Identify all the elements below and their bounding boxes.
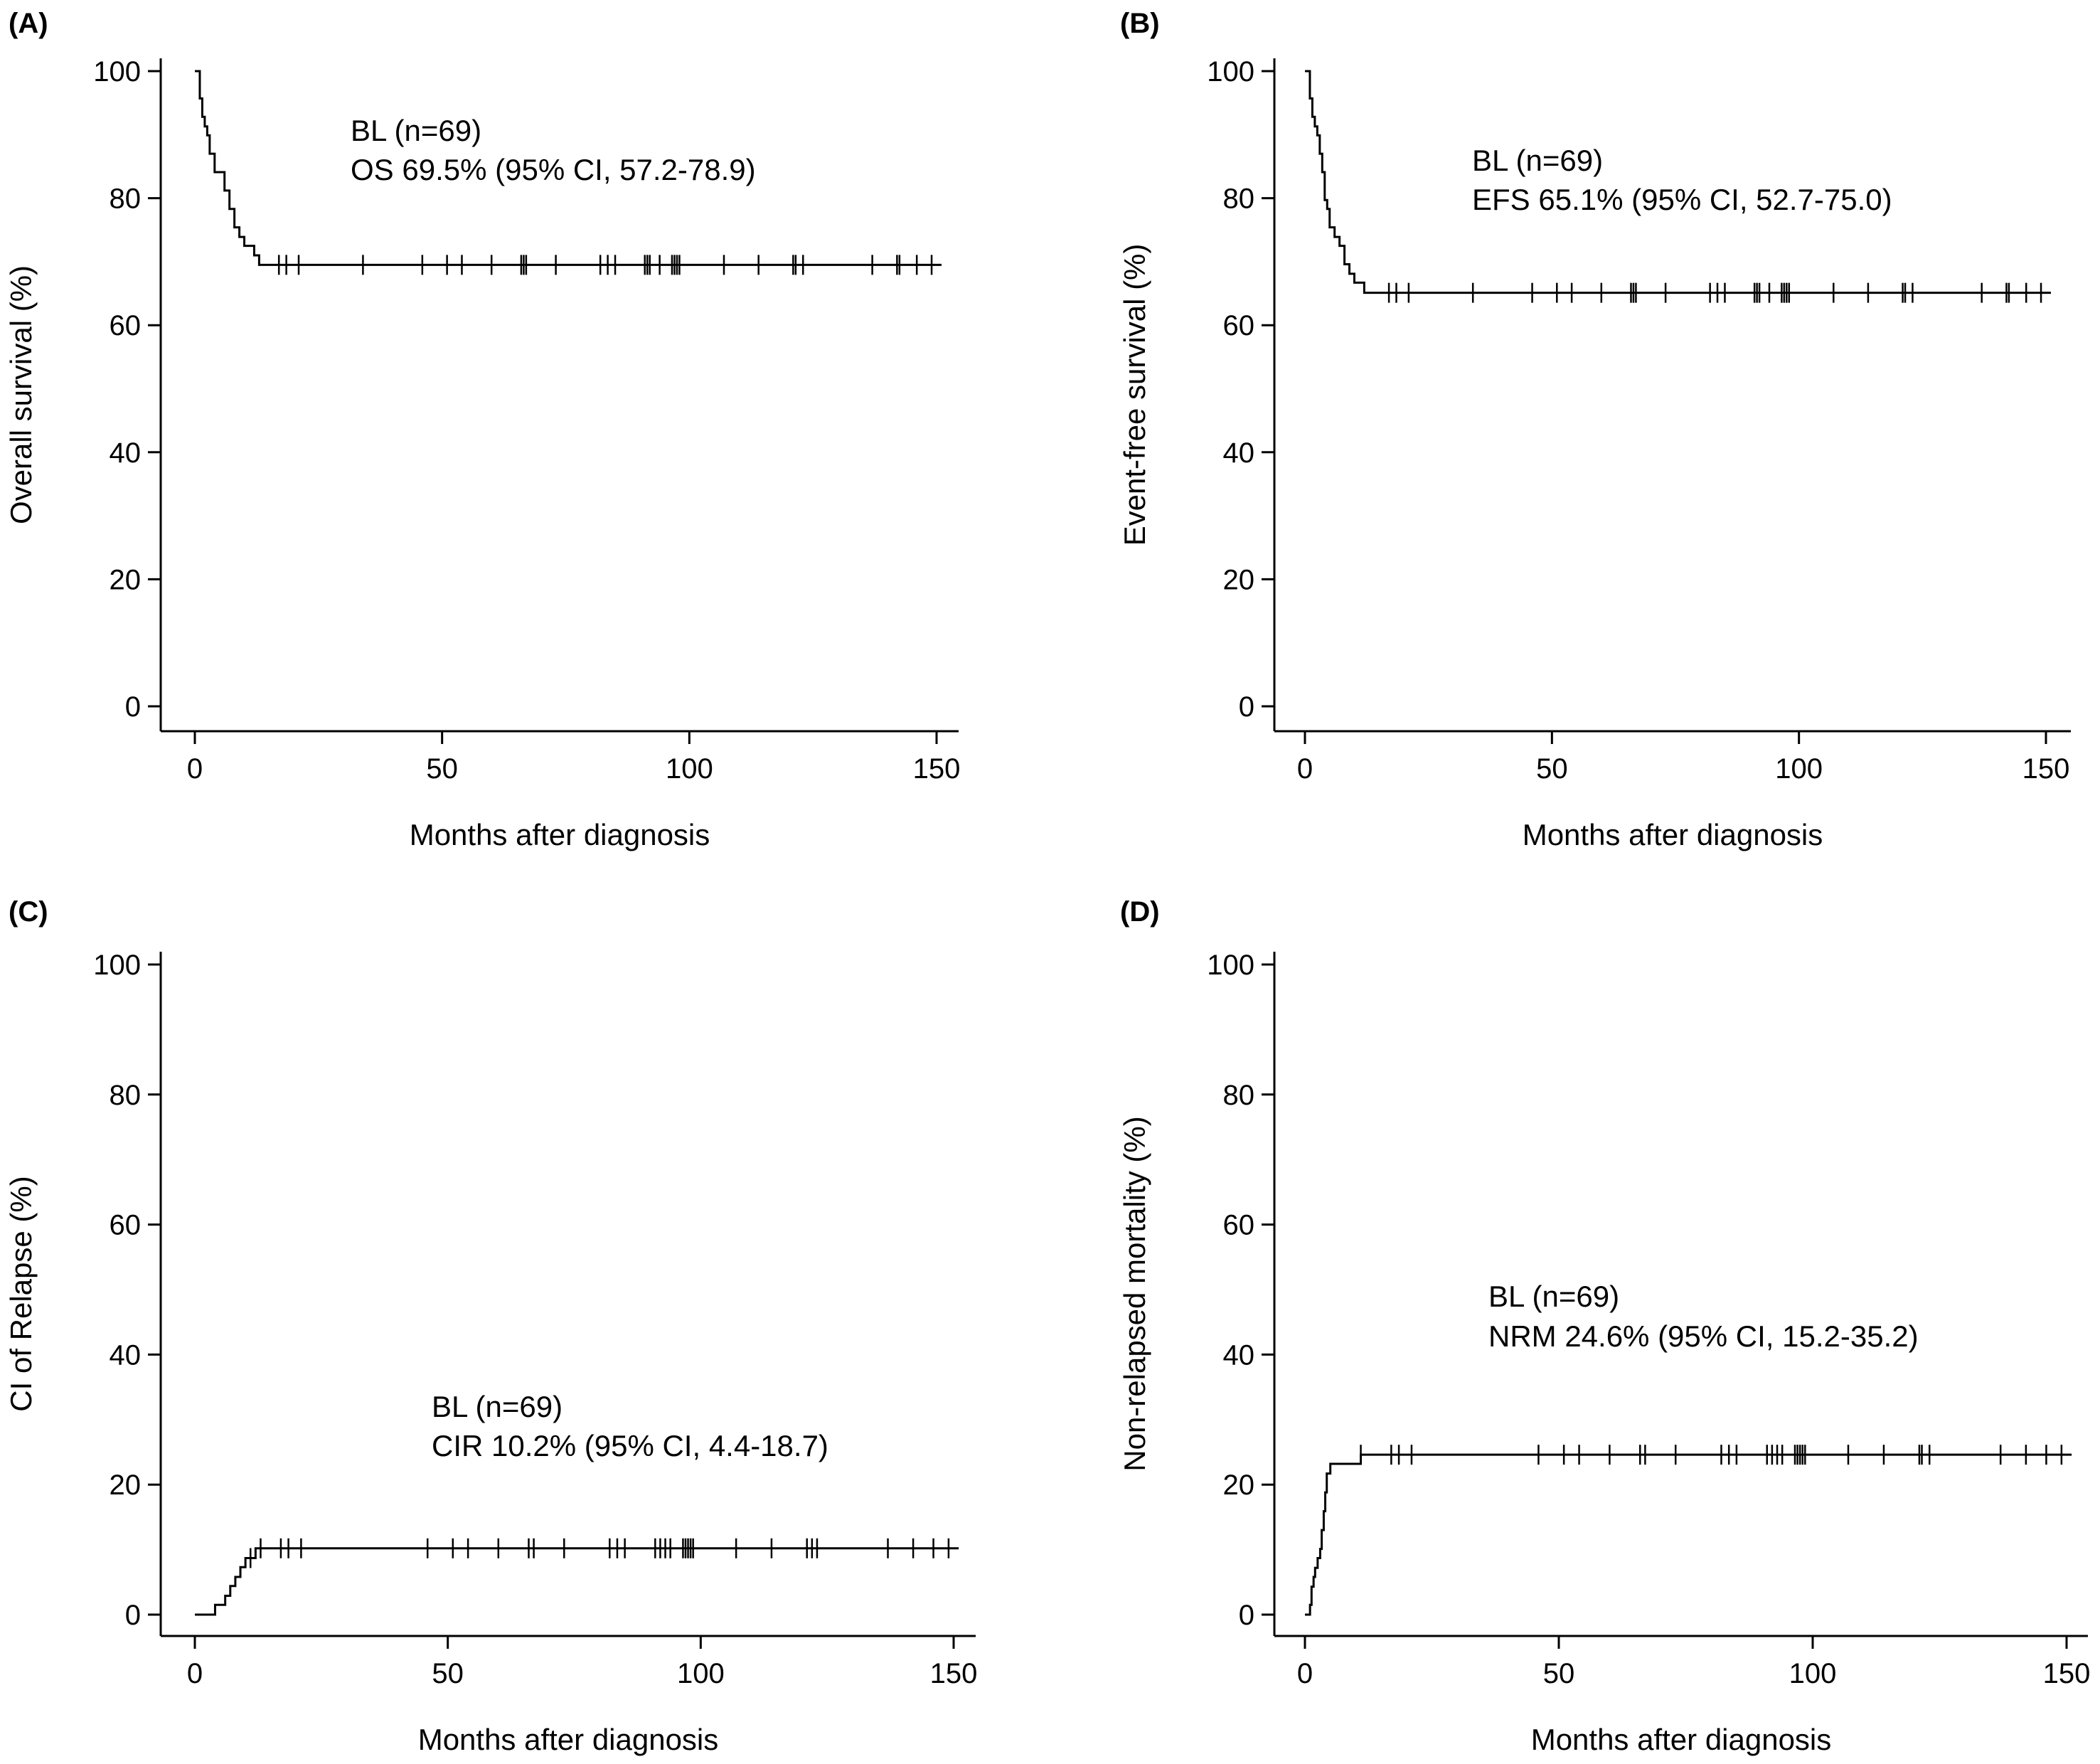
step-curve xyxy=(195,70,942,266)
panel-label: (D) xyxy=(1120,896,1160,928)
step-curve xyxy=(1305,70,2051,294)
y-tick-label: 60 xyxy=(110,310,142,341)
y-tick-label: 0 xyxy=(125,1600,141,1631)
annotation-estimate: EFS 65.1% (95% CI, 52.7-75.0) xyxy=(1472,183,1892,216)
y-tick-label: 20 xyxy=(110,1470,142,1501)
x-tick-label: 150 xyxy=(913,753,961,785)
panel-label: (B) xyxy=(1120,8,1160,39)
annotation-estimate: OS 69.5% (95% CI, 57.2-78.9) xyxy=(351,153,756,186)
annotation-estimate: CIR 10.2% (95% CI, 4.4-18.7) xyxy=(432,1429,828,1462)
y-tick-label: 100 xyxy=(1207,950,1254,981)
y-tick-label: 20 xyxy=(1223,1470,1255,1501)
x-tick-label: 0 xyxy=(1297,1658,1313,1689)
chart-panel-b: (B) 0 20 40 60 80 100 0 50 100 150 Months after dia… xyxy=(1118,8,2071,851)
panel-label: (C) xyxy=(9,896,48,928)
y-tick-label: 60 xyxy=(1223,310,1255,341)
x-axis-title: Months after diagnosis xyxy=(418,1723,719,1756)
y-tick-label: 40 xyxy=(110,437,142,469)
x-tick-label: 100 xyxy=(1775,753,1823,785)
y-tick-label: 60 xyxy=(1223,1210,1255,1241)
step-curve xyxy=(195,1547,959,1616)
y-tick-label: 100 xyxy=(1207,56,1254,87)
y-tick-label: 20 xyxy=(1223,564,1255,595)
y-tick-label: 0 xyxy=(1239,1600,1254,1631)
y-tick-label: 80 xyxy=(1223,1080,1255,1111)
x-tick-label: 0 xyxy=(1297,753,1313,785)
x-tick-label: 150 xyxy=(2043,1658,2091,1689)
y-tick-label: 100 xyxy=(93,950,141,981)
y-tick-label: 80 xyxy=(1223,184,1255,215)
x-tick-label: 150 xyxy=(2022,753,2070,785)
x-axis-title: Months after diagnosis xyxy=(1531,1723,1832,1756)
y-tick-label: 40 xyxy=(1223,437,1255,469)
annotation-group: BL (n=69) xyxy=(432,1390,563,1423)
step-curve xyxy=(1305,1453,2072,1616)
x-tick-label: 0 xyxy=(187,753,203,785)
y-tick-label: 100 xyxy=(93,56,141,87)
y-tick-label: 40 xyxy=(110,1339,142,1371)
x-axis-title: Months after diagnosis xyxy=(410,818,710,851)
x-tick-label: 100 xyxy=(677,1658,725,1689)
annotation-group: BL (n=69) xyxy=(351,114,481,147)
x-axis-title: Months after diagnosis xyxy=(1523,818,1823,851)
x-tick-label: 150 xyxy=(930,1658,978,1689)
y-tick-label: 40 xyxy=(1223,1339,1255,1371)
x-tick-label: 0 xyxy=(187,1658,203,1689)
y-tick-label: 20 xyxy=(110,564,142,595)
chart-panel-d: (D) 0 20 40 60 80 100 0 50 100 150 Months after dia… xyxy=(1118,896,2090,1756)
chart-panel-a: (A) 0 20 40 60 80 100 0 50 100 150 Months after dia… xyxy=(4,8,960,851)
x-tick-label: 50 xyxy=(1536,753,1568,785)
x-tick-label: 100 xyxy=(1789,1658,1837,1689)
panel-label: (A) xyxy=(9,8,48,39)
y-tick-label: 80 xyxy=(110,1080,142,1111)
y-axis-title: Event-free survival (%) xyxy=(1118,244,1151,546)
y-axis-title: Non-relapsed mortality (%) xyxy=(1118,1116,1151,1472)
x-tick-label: 50 xyxy=(1543,1658,1575,1689)
y-axis-title: CI of Relapse (%) xyxy=(4,1176,38,1411)
annotation-group: BL (n=69) xyxy=(1488,1280,1619,1313)
x-tick-label: 100 xyxy=(666,753,713,785)
y-tick-label: 0 xyxy=(125,691,141,723)
annotation-estimate: NRM 24.6% (95% CI, 15.2-35.2) xyxy=(1488,1319,1919,1353)
y-tick-label: 0 xyxy=(1239,691,1254,723)
x-tick-label: 50 xyxy=(432,1658,464,1689)
y-tick-label: 60 xyxy=(110,1210,142,1241)
y-tick-label: 80 xyxy=(110,184,142,215)
y-axis-title: Overall survival (%) xyxy=(4,265,38,524)
annotation-group: BL (n=69) xyxy=(1472,144,1603,177)
chart-panel-c: (C) 0 20 40 60 80 100 0 50 100 150 Months after dia… xyxy=(4,896,977,1756)
x-tick-label: 50 xyxy=(426,753,458,785)
